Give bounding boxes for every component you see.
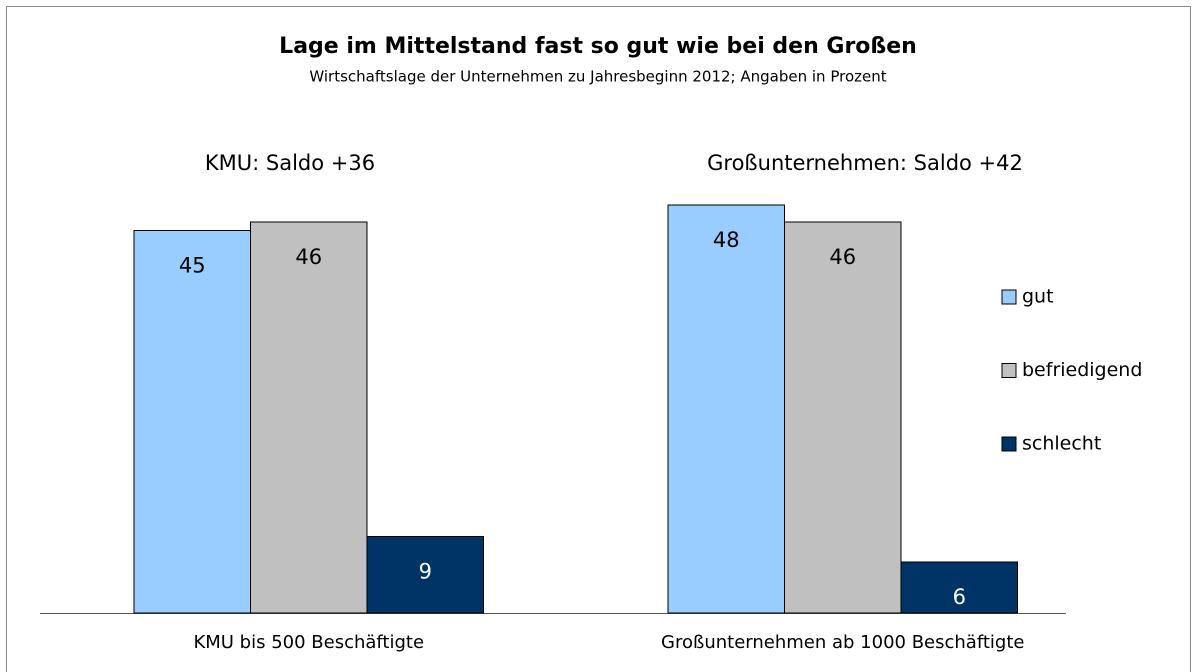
chart-title: Lage im Mittelstand fast so gut wie bei … [279, 34, 917, 59]
legend-swatch [1001, 289, 1017, 305]
legend-label: schlecht [1022, 433, 1101, 455]
bar [366, 536, 484, 614]
data-label: 9 [419, 560, 432, 584]
chart-subtitle: Wirtschaftslage der Unternehmen zu Jahre… [309, 68, 886, 86]
x-tick-label: KMU bis 500 Beschäftigte [193, 632, 424, 653]
data-label: 48 [713, 228, 740, 252]
legend-label: gut [1022, 286, 1054, 308]
bar [250, 221, 368, 614]
legend-swatch [1001, 436, 1017, 452]
data-label: 46 [295, 245, 322, 269]
group-annotation: Großunternehmen: Saldo +42 [707, 151, 1023, 175]
group-annotation: KMU: Saldo +36 [205, 151, 375, 175]
bar [784, 221, 902, 614]
legend-swatch [1001, 363, 1017, 378]
data-label: 6 [953, 585, 966, 609]
data-label: 46 [829, 245, 856, 269]
data-label: 45 [179, 254, 206, 278]
bar [900, 561, 1018, 614]
legend-label: befriedigend [1022, 359, 1142, 381]
frame [6, 6, 1191, 672]
x-tick-label: Großunternehmen ab 1000 Beschäftigte [661, 632, 1024, 653]
bar [667, 204, 785, 614]
bar [133, 230, 251, 614]
